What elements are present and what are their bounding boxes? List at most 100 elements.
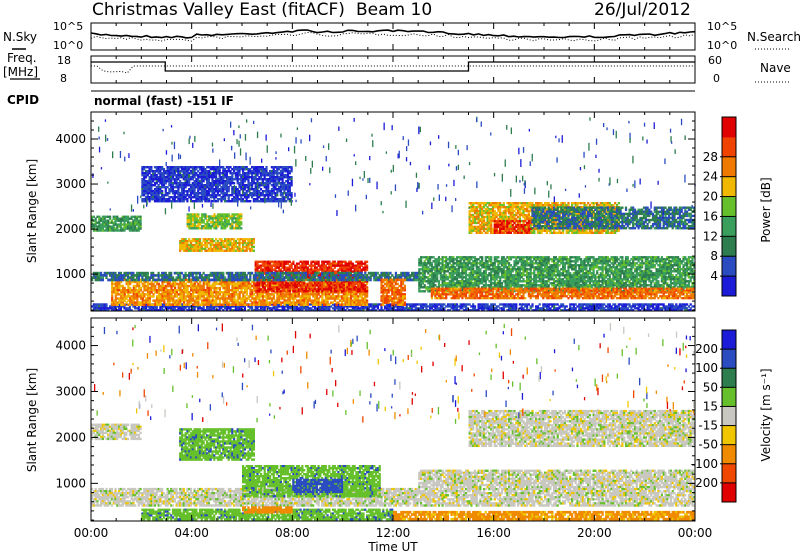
freq-panel: Freq. [MHz] 18 8 60 0 Nave xyxy=(3,51,791,85)
heatmap-cell xyxy=(404,297,406,300)
heatmap-cell xyxy=(663,303,665,305)
heatmap-cell xyxy=(366,290,368,292)
nsky-tick-high: 10^5 xyxy=(53,20,83,33)
heatmap-cell xyxy=(258,279,260,282)
heatmap-cell xyxy=(253,250,255,252)
heatmap-cell xyxy=(366,261,368,263)
nsky-tick-low: 10^0 xyxy=(53,39,83,52)
heatmap-cell xyxy=(179,304,181,307)
heatmap-cell xyxy=(603,303,605,305)
heatmap-cell xyxy=(127,279,129,282)
heatmap-cell xyxy=(138,279,140,282)
heatmap-cell xyxy=(350,272,352,275)
heatmap-cell xyxy=(219,279,221,282)
heatmap-cell xyxy=(487,303,489,305)
heatmap-cell xyxy=(224,276,226,279)
heatmap-cell xyxy=(204,279,206,282)
heatmap-cell xyxy=(122,279,124,282)
cpid-label: CPID xyxy=(7,93,39,107)
heatmap-cell xyxy=(246,276,248,279)
heatmap-cell xyxy=(269,279,271,282)
heatmap-cell xyxy=(181,272,183,275)
heatmap-cell xyxy=(330,290,332,292)
freq-unit-label: [MHz] xyxy=(3,65,38,79)
heatmap-cell xyxy=(425,303,427,305)
heatmap-cell xyxy=(253,242,255,244)
date-title: 26/Jul/2012 xyxy=(594,0,691,20)
freq-label: Freq. xyxy=(7,51,37,65)
heatmap-cell xyxy=(562,303,564,305)
heatmap-cell xyxy=(357,279,359,282)
heatmap-cell xyxy=(283,290,285,292)
heatmap-cell xyxy=(364,272,366,275)
heatmap-cell xyxy=(283,279,285,282)
nsearch-label: N.Search xyxy=(747,30,800,44)
freq-line xyxy=(91,62,695,71)
heatmap-cell xyxy=(323,279,325,282)
heatmap-cell xyxy=(102,279,104,282)
heatmap-cell xyxy=(469,303,471,305)
heatmap-cell xyxy=(197,279,199,282)
heatmap-cell xyxy=(395,272,397,275)
heatmap-cell xyxy=(528,303,530,305)
heatmap-cell xyxy=(303,279,305,282)
heatmap-cell xyxy=(199,272,201,275)
beam-title: Beam 10 xyxy=(356,0,432,20)
heatmap-cell xyxy=(240,223,242,225)
nave-tick-high: 60 xyxy=(708,54,722,67)
heatmap-cell xyxy=(231,272,233,275)
heatmap-cell xyxy=(366,269,368,271)
heatmap-cell xyxy=(249,279,251,282)
heatmap-cell xyxy=(629,303,631,305)
heatmap-cell xyxy=(289,290,291,292)
heatmap-cell xyxy=(614,303,616,305)
heatmap-cell xyxy=(188,279,190,282)
nave-line xyxy=(91,66,695,73)
heatmap-cell xyxy=(152,295,154,298)
heatmap-cell xyxy=(407,272,409,275)
heatmap-cell xyxy=(165,272,167,275)
nave-tick-low: 0 xyxy=(713,72,720,85)
nsky-line xyxy=(91,30,695,38)
heatmap-cell xyxy=(672,303,674,305)
heatmap-cell xyxy=(262,272,264,275)
heatmap-cell xyxy=(179,276,181,279)
heatmap-cell xyxy=(105,303,107,305)
radar-summary-plot: Christmas Valley East (fitACF) Beam 10 2… xyxy=(0,0,800,554)
heatmap-cell xyxy=(318,272,320,275)
heatmap-cell xyxy=(404,304,406,307)
nsearch-tick-low: 10^0 xyxy=(707,39,737,52)
heatmap-cell xyxy=(105,276,107,279)
cpid-text: normal (fast) -151 IF xyxy=(94,94,234,108)
heatmap-cell xyxy=(609,303,611,305)
heatmap-cell xyxy=(147,272,149,275)
heatmap-cell xyxy=(222,272,224,275)
heatmap-cell xyxy=(203,272,205,275)
heatmap-cell xyxy=(160,304,162,307)
heatmap-cell xyxy=(456,303,458,305)
heatmap-cell xyxy=(100,272,102,275)
heatmap-cell xyxy=(292,279,294,282)
heatmap-cell xyxy=(253,246,255,248)
heatmap-cell xyxy=(531,305,533,307)
heatmap-cell xyxy=(515,303,517,305)
heatmap-cell xyxy=(531,303,533,305)
heatmap-cell xyxy=(675,303,677,305)
heatmap-cell xyxy=(120,272,122,275)
heatmap-cell xyxy=(566,305,568,307)
heatmap-cell xyxy=(264,279,266,282)
heatmap-cell xyxy=(251,272,253,275)
heatmap-cell xyxy=(575,303,577,305)
heatmap-cell xyxy=(332,272,334,275)
heatmap-cell xyxy=(472,303,474,305)
freq-tick-high: 18 xyxy=(57,54,71,67)
heatmap-cell xyxy=(240,217,242,219)
heatmap-cell xyxy=(404,289,406,292)
heatmap-cell xyxy=(686,303,688,305)
station-title: Christmas Valley East (fitACF) xyxy=(92,0,345,20)
nave-label: Nave xyxy=(760,61,791,75)
heatmap-cell xyxy=(404,279,406,282)
heatmap-cell xyxy=(305,276,307,279)
heatmap-cell xyxy=(539,303,541,305)
